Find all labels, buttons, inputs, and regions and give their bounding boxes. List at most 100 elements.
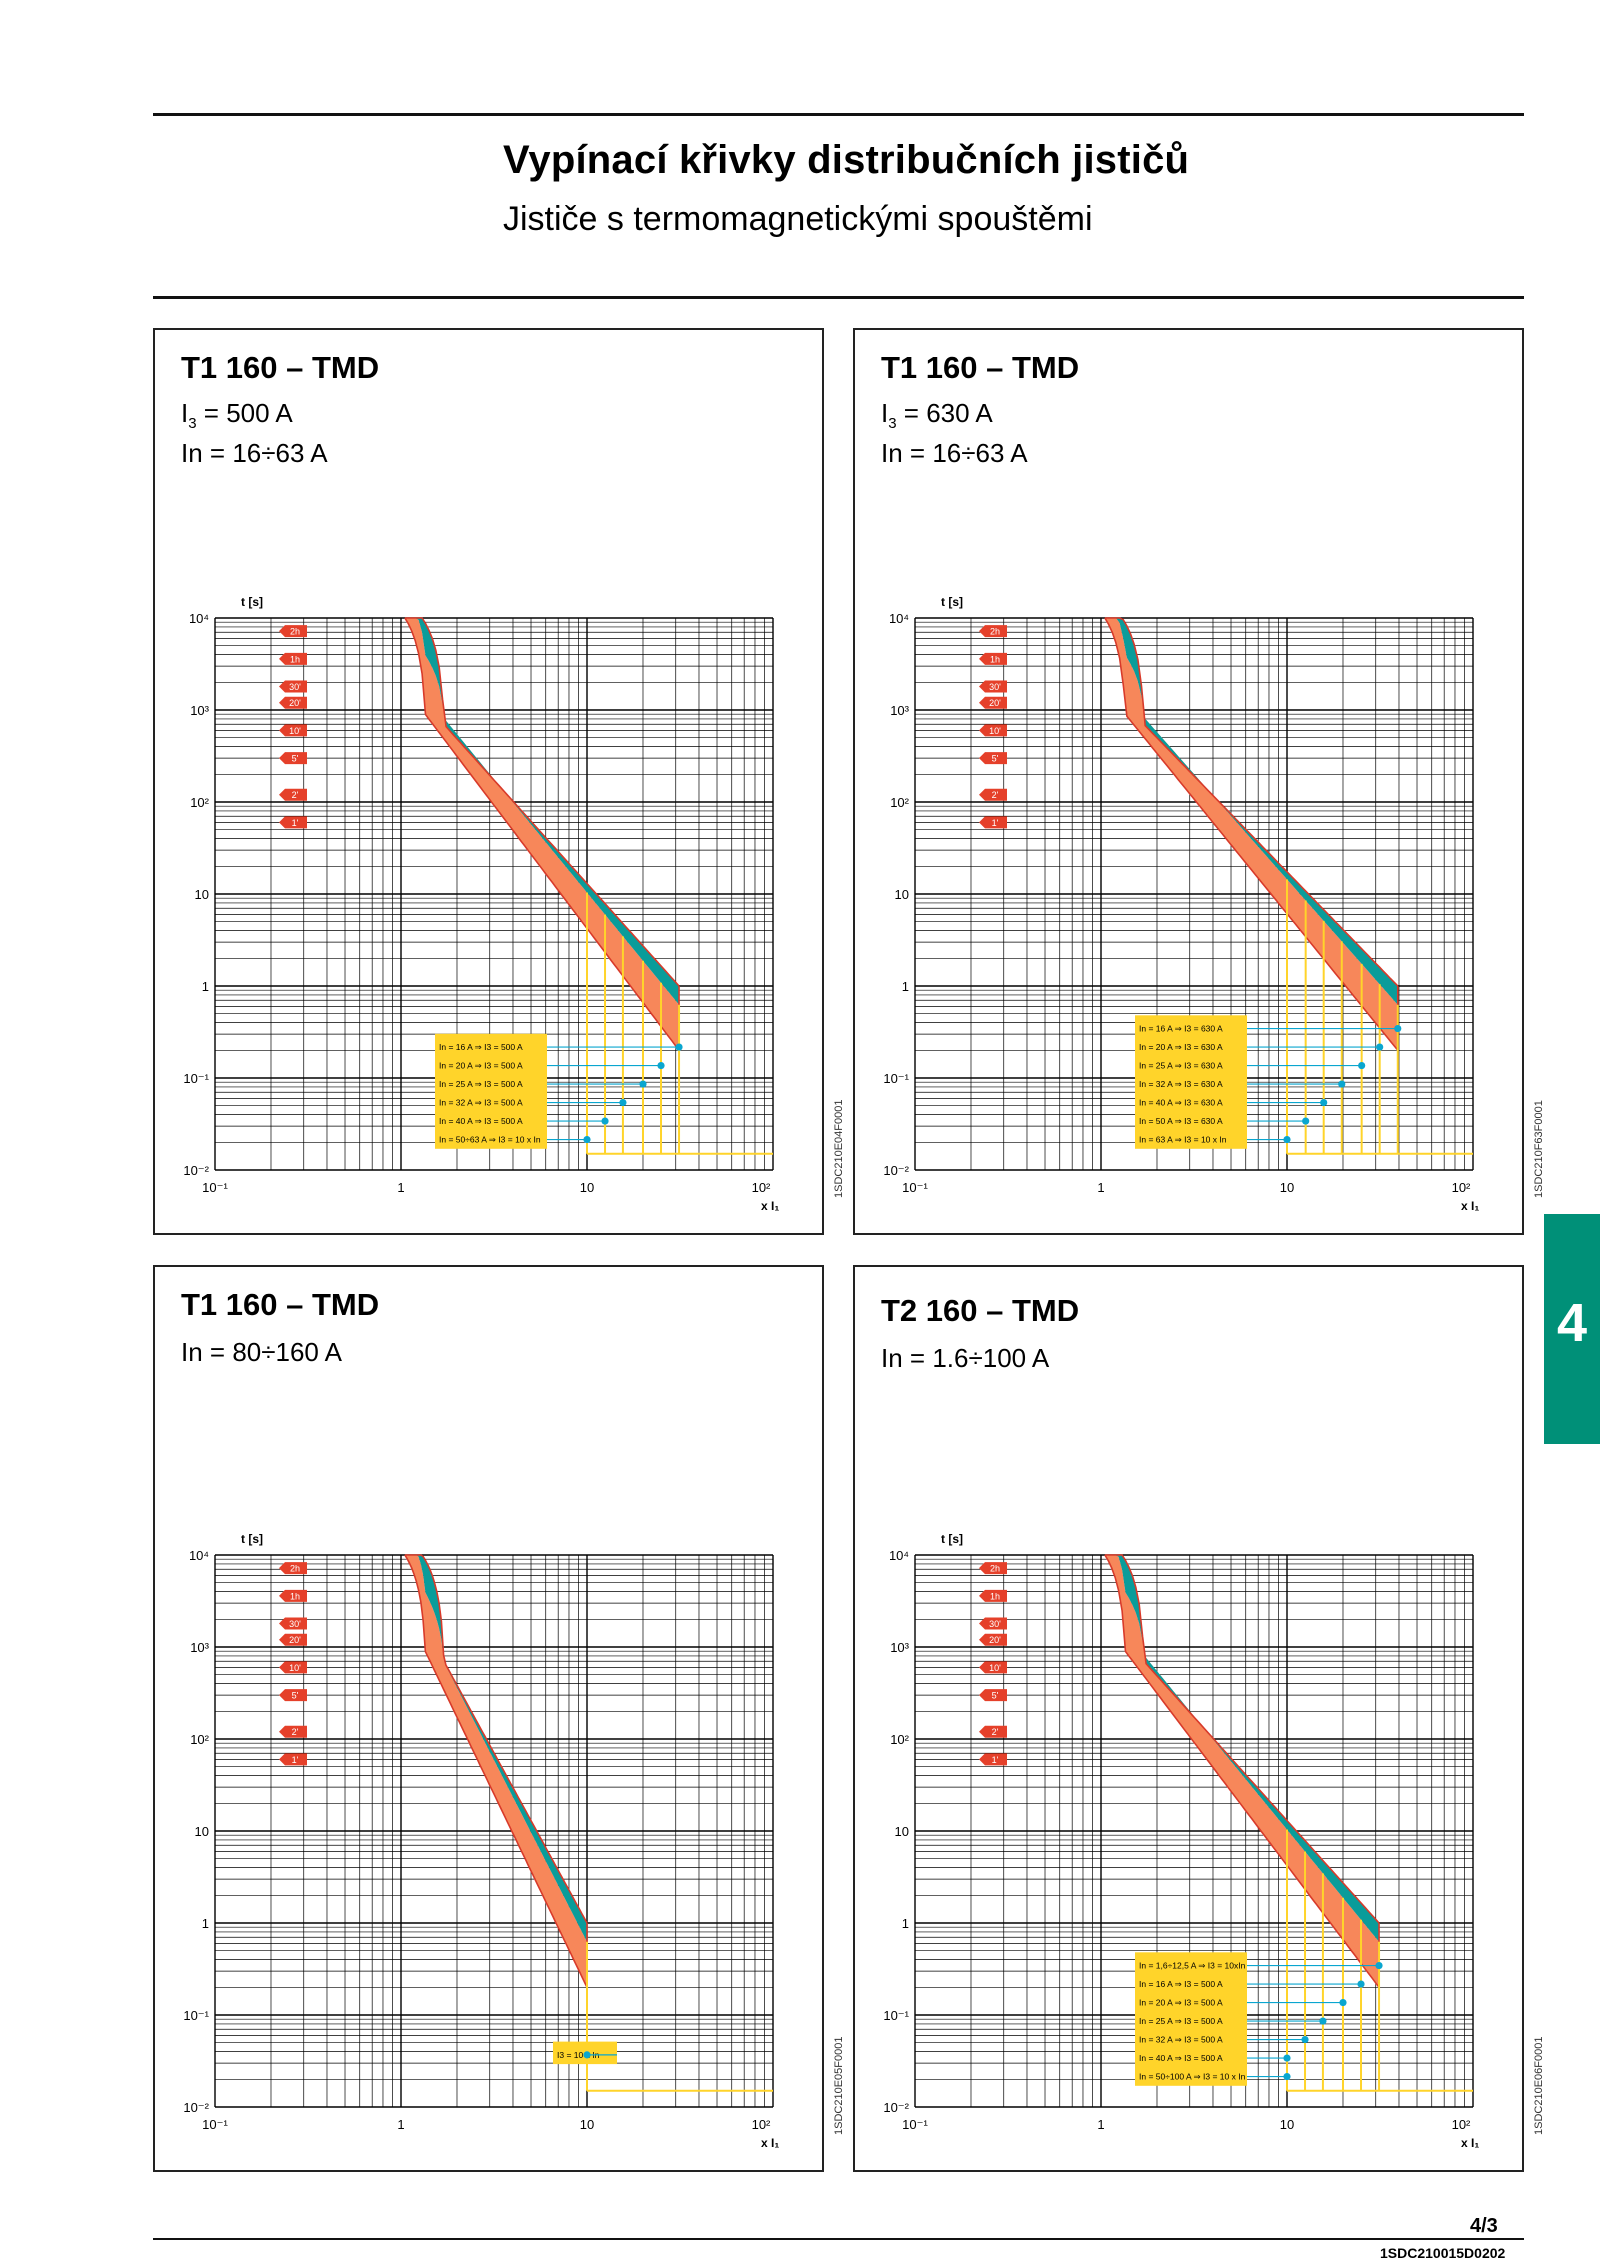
legend-entry: In = 40 A ⇒ I3 = 500 A — [1139, 2053, 1223, 2063]
trip-band-upper — [1104, 618, 1398, 1005]
time-marker-flag — [279, 1589, 307, 1602]
legend-entry: In = 1,6÷12,5 A ⇒ I3 = 10xIn — [1139, 1961, 1246, 1971]
y-tick-label: 10² — [890, 1732, 909, 1747]
time-marker: 2h — [979, 625, 1007, 638]
time-marker-flag — [979, 625, 1007, 638]
page-title: Vypínací křivky distribučních jističů — [503, 138, 1190, 182]
threshold-marker — [1338, 1080, 1346, 1088]
y-tick-label: 10⁻¹ — [883, 2008, 909, 2023]
y-tick-label: 10³ — [190, 1640, 209, 1655]
time-marker: 1' — [279, 1753, 307, 1766]
time-marker-label: 20' — [989, 698, 1001, 708]
page-number: 4/3 — [1470, 2215, 1498, 2237]
time-marker-label: 30' — [289, 1619, 301, 1629]
threshold-marker — [639, 1080, 647, 1088]
time-marker: 1' — [979, 816, 1007, 829]
time-marker-label: 1' — [992, 1755, 999, 1765]
threshold-marker — [583, 1135, 591, 1144]
x-tick-label: 10 — [580, 1180, 594, 1195]
legend-entry: In = 50 A ⇒ I3 = 630 A — [1139, 1116, 1223, 1126]
legend-box — [1135, 1952, 1247, 2086]
threshold-marker — [1375, 1961, 1383, 1970]
x-tick-label: 10 — [580, 2117, 594, 2132]
threshold-marker — [657, 1061, 665, 1070]
y-tick-label: 10² — [890, 795, 909, 810]
threshold-marker — [1357, 1980, 1365, 1988]
y-tick-label: 10⁻¹ — [183, 1071, 209, 1086]
legend-entry: In = 40 A ⇒ I3 = 630 A — [1139, 1098, 1223, 1108]
trip-band-upper — [404, 618, 680, 1005]
threshold-marker — [1376, 1043, 1384, 1051]
time-marker: 20' — [979, 1633, 1007, 1646]
i3-symbol: I — [881, 398, 889, 428]
time-marker-flag — [279, 1753, 307, 1766]
time-marker-flag — [979, 788, 1007, 801]
trip-curve-chart: I3 = 10 x In 2h 1h 30' 20' 10' 5' 2' 1' t [s] x I₁… — [183, 1532, 779, 2150]
y-tick-label: 10³ — [190, 703, 209, 718]
i3-text: = 500 A — [196, 398, 293, 428]
time-marker-flag — [979, 1725, 1007, 1738]
time-marker: 20' — [979, 696, 1007, 709]
panel-title: T1 160 – TMD — [181, 1287, 380, 1322]
figure-code: 1SDC210F63F0001 — [1533, 1100, 1545, 1198]
x-tick-label: 10 — [1280, 1180, 1294, 1195]
time-marker-label: 20' — [289, 698, 301, 708]
legend-entry: In = 25 A ⇒ I3 = 500 A — [439, 1079, 523, 1089]
legend-entry: In = 25 A ⇒ I3 = 500 A — [1139, 2016, 1223, 2026]
y-tick-label: 10⁻² — [883, 2100, 909, 2115]
time-marker-label: 1' — [992, 818, 999, 828]
panel-t1-80-160: T1 160 – TMD In = 80÷160 A I3 = 10 x In 2… — [153, 1265, 845, 2172]
time-marker-flag — [979, 724, 1007, 737]
x-tick-label: 10 — [1280, 2117, 1294, 2132]
time-marker-flag — [979, 1589, 1007, 1602]
time-marker-label: 1h — [290, 654, 300, 664]
legend-entry: In = 20 A ⇒ I3 = 630 A — [1139, 1042, 1223, 1052]
threshold-marker — [1302, 1117, 1310, 1125]
time-marker-flag — [979, 1562, 1007, 1575]
panel-title: T1 160 – TMD — [181, 350, 380, 385]
i3-text: = 630 A — [896, 398, 993, 428]
figure-code: 1SDC210E05F0001 — [833, 2036, 845, 2135]
time-marker-label: 10' — [289, 726, 301, 736]
time-marker-flag — [279, 625, 307, 638]
y-axis-label: t [s] — [241, 595, 263, 609]
time-marker: 2h — [279, 625, 307, 638]
trip-band-lower — [404, 1555, 587, 1988]
panel-in-range: In = 16÷63 A — [881, 438, 1028, 468]
time-marker-flag — [279, 788, 307, 801]
time-marker: 1h — [979, 1589, 1007, 1602]
legend-entry: In = 20 A ⇒ I3 = 500 A — [1139, 1998, 1223, 2008]
y-tick-label: 10 — [895, 1824, 909, 1839]
time-marker-label: 5' — [292, 754, 299, 764]
trip-curve-min — [1104, 1554, 1380, 1988]
time-marker: 10' — [279, 1661, 307, 1674]
x-tick-label: 1 — [397, 2117, 404, 2132]
chapter-number: 4 — [1556, 1293, 1588, 1353]
x-axis-label: x I₁ — [761, 1199, 779, 1213]
threshold-marker — [1283, 2054, 1291, 2062]
time-marker-flag — [279, 724, 307, 737]
time-marker: 2' — [279, 788, 307, 801]
time-marker-flag — [979, 1617, 1007, 1630]
time-marker-label: 10' — [289, 1663, 301, 1673]
time-marker-flag — [979, 1689, 1007, 1702]
time-marker-label: 2' — [992, 1727, 999, 1737]
x-tick-label: 10⁻¹ — [902, 2117, 928, 2132]
y-tick-label: 1 — [202, 979, 209, 994]
time-marker: 2' — [279, 1725, 307, 1738]
trip-curve-chart: In = 16 A ⇒ I3 = 630 A In = 20 A ⇒ I3 = 6… — [883, 595, 1479, 1213]
time-marker-label: 2h — [290, 627, 300, 637]
legend-entry: In = 50÷100 A ⇒ I3 = 10 x In — [1139, 2072, 1246, 2082]
threshold-marker — [601, 1117, 609, 1125]
figure-code: 1SDC210E06F0001 — [1533, 2036, 1545, 2135]
panel-t1-500: T1 160 – TMD I3 = 500 A In = 16÷63 A In … — [153, 328, 845, 1235]
legend-entry: In = 20 A ⇒ I3 = 500 A — [439, 1061, 523, 1071]
i3-symbol: I — [181, 398, 189, 428]
time-marker-label: 1' — [292, 1755, 299, 1765]
time-marker-label: 5' — [992, 754, 999, 764]
time-marker: 5' — [279, 1689, 307, 1702]
y-axis-label: t [s] — [241, 1532, 263, 1546]
threshold-marker — [1339, 1998, 1347, 2007]
legend-box — [435, 1033, 547, 1149]
time-marker-label: 1h — [290, 1591, 300, 1601]
